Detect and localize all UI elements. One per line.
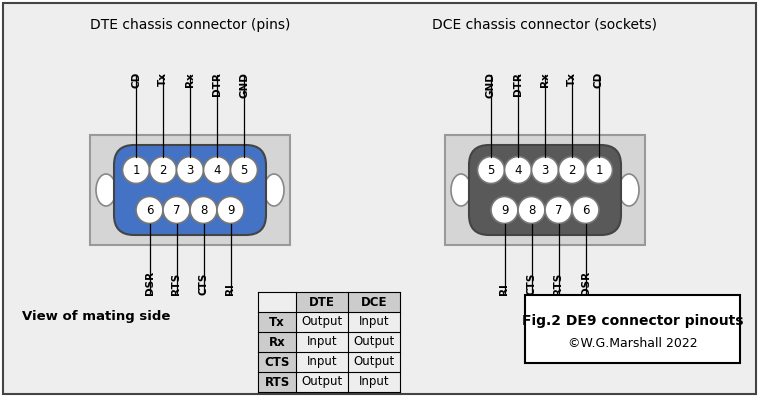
FancyBboxPatch shape (90, 135, 290, 245)
Circle shape (163, 197, 190, 224)
Text: CTS: CTS (264, 355, 290, 368)
Text: RI: RI (499, 283, 509, 295)
Text: Rx: Rx (269, 335, 285, 349)
Text: 3: 3 (186, 164, 194, 177)
FancyBboxPatch shape (258, 372, 296, 392)
Circle shape (150, 156, 177, 183)
Circle shape (477, 156, 505, 183)
Text: ©W.G.Marshall 2022: ©W.G.Marshall 2022 (568, 337, 698, 351)
Text: Output: Output (301, 316, 342, 328)
FancyBboxPatch shape (445, 135, 645, 245)
Ellipse shape (619, 174, 639, 206)
Text: DTR: DTR (513, 72, 523, 96)
Circle shape (177, 156, 203, 183)
Text: 2: 2 (159, 164, 167, 177)
Text: DTR: DTR (212, 72, 222, 96)
FancyBboxPatch shape (258, 332, 296, 352)
FancyBboxPatch shape (114, 145, 266, 235)
Circle shape (203, 156, 231, 183)
Ellipse shape (451, 174, 471, 206)
Text: DTE chassis connector (pins): DTE chassis connector (pins) (90, 18, 290, 32)
Text: 8: 8 (200, 204, 207, 216)
Circle shape (585, 156, 613, 183)
Ellipse shape (96, 174, 116, 206)
Text: Input: Input (307, 355, 337, 368)
Text: GND: GND (486, 72, 496, 98)
Circle shape (231, 156, 257, 183)
Text: CD: CD (594, 72, 604, 88)
Circle shape (531, 156, 559, 183)
Text: Output: Output (301, 376, 342, 389)
Text: CD: CD (131, 72, 141, 88)
Ellipse shape (264, 174, 284, 206)
Circle shape (545, 197, 572, 224)
Text: Rx: Rx (185, 72, 195, 87)
Text: 7: 7 (173, 204, 180, 216)
Circle shape (217, 197, 244, 224)
Text: CTS: CTS (527, 273, 537, 295)
Text: RTS: RTS (264, 376, 290, 389)
Text: Tx: Tx (567, 72, 577, 86)
Circle shape (136, 197, 163, 224)
FancyBboxPatch shape (3, 3, 756, 394)
Text: 2: 2 (568, 164, 576, 177)
Text: Tx: Tx (158, 72, 168, 86)
Text: 1: 1 (132, 164, 140, 177)
Text: 6: 6 (581, 204, 589, 216)
Circle shape (491, 197, 518, 224)
Circle shape (190, 197, 217, 224)
Text: Output: Output (354, 335, 395, 349)
Text: DSR: DSR (144, 271, 155, 295)
Text: 7: 7 (555, 204, 562, 216)
FancyBboxPatch shape (525, 295, 740, 363)
Text: CTS: CTS (199, 273, 209, 295)
Circle shape (505, 156, 531, 183)
FancyBboxPatch shape (348, 292, 400, 312)
Text: Output: Output (354, 355, 395, 368)
Text: Input: Input (307, 335, 337, 349)
Text: DTE: DTE (309, 295, 335, 308)
Text: Input: Input (359, 376, 389, 389)
Circle shape (518, 197, 545, 224)
Circle shape (122, 156, 150, 183)
Text: RTS: RTS (172, 273, 181, 295)
Text: 1: 1 (595, 164, 603, 177)
Text: 5: 5 (241, 164, 247, 177)
Text: DCE chassis connector (sockets): DCE chassis connector (sockets) (433, 18, 657, 32)
Text: Tx: Tx (269, 316, 285, 328)
Text: Rx: Rx (540, 72, 550, 87)
Text: DCE: DCE (361, 295, 387, 308)
Text: 4: 4 (213, 164, 221, 177)
Text: View of mating side: View of mating side (22, 310, 170, 323)
FancyBboxPatch shape (258, 352, 296, 372)
FancyBboxPatch shape (258, 312, 296, 332)
FancyBboxPatch shape (296, 292, 348, 312)
Circle shape (559, 156, 585, 183)
Text: 5: 5 (487, 164, 495, 177)
Text: RTS: RTS (553, 273, 563, 295)
Text: Fig.2 DE9 connector pinouts: Fig.2 DE9 connector pinouts (521, 314, 743, 328)
Text: Input: Input (359, 316, 389, 328)
Text: 4: 4 (515, 164, 521, 177)
Text: DSR: DSR (581, 271, 591, 295)
FancyBboxPatch shape (469, 145, 621, 235)
Text: RI: RI (225, 283, 235, 295)
Text: GND: GND (239, 72, 249, 98)
Circle shape (572, 197, 599, 224)
Text: 8: 8 (528, 204, 535, 216)
Text: 9: 9 (227, 204, 235, 216)
Text: 6: 6 (146, 204, 153, 216)
Text: 9: 9 (501, 204, 509, 216)
Text: 3: 3 (541, 164, 549, 177)
